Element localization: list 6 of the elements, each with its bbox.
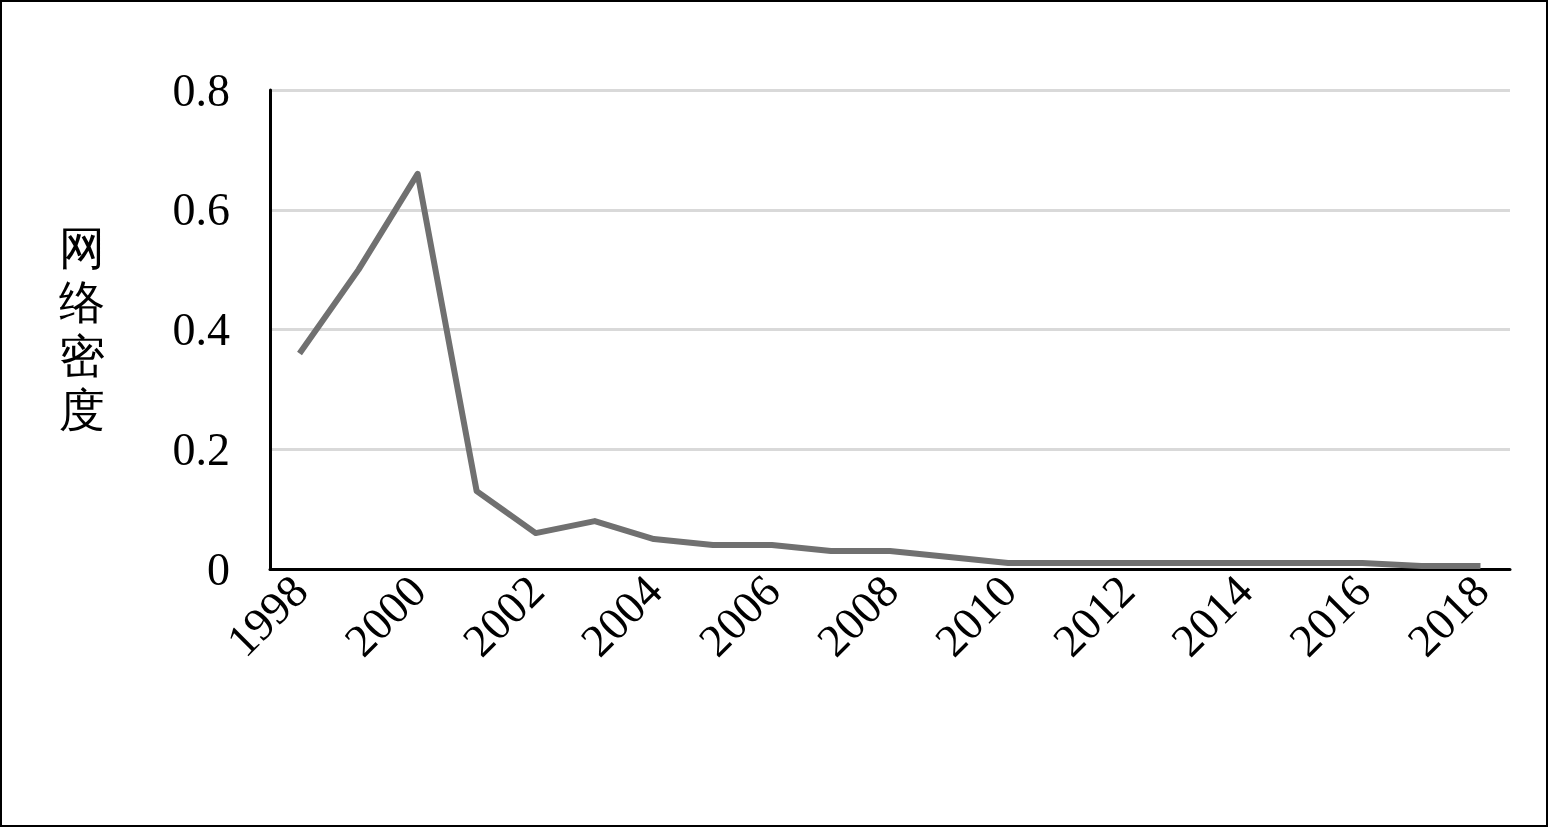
y-tick-label: 0.8 <box>172 64 230 116</box>
y-tick-label: 0.2 <box>172 423 230 475</box>
y-tick-label: 0.6 <box>172 184 230 236</box>
y-tick-label: 0 <box>207 543 230 595</box>
y-tick-label: 0.4 <box>172 304 230 355</box>
y-axis-title: 网络密度 <box>59 223 105 436</box>
